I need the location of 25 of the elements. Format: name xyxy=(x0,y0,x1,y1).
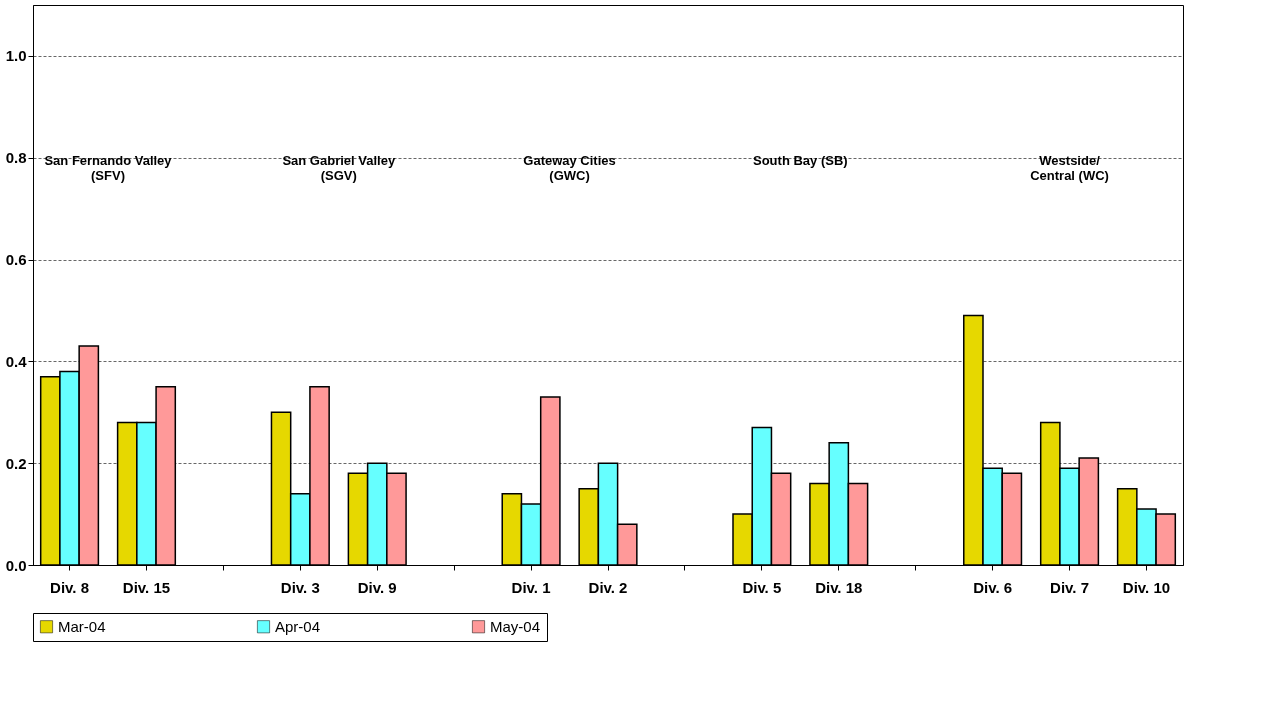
legend-label: Apr-04 xyxy=(275,617,321,635)
y-tick-label: 0.0 xyxy=(5,556,27,574)
y-tick-label: 0.6 xyxy=(5,251,27,269)
x-tick-label: Div. 1 xyxy=(511,578,551,596)
x-tick-label: Div. 18 xyxy=(815,578,863,596)
annotation: San Fernando Valley (SFV) xyxy=(44,153,173,183)
x-tick-label: Div. 5 xyxy=(742,578,782,596)
x-tick-label: Div. 10 xyxy=(1122,578,1171,596)
x-tick-label: Div. 6 xyxy=(973,578,1013,596)
x-tick-label: Div. 9 xyxy=(357,578,397,596)
legend-label: May-04 xyxy=(490,617,541,635)
x-tick-label: Div. 8 xyxy=(50,578,89,596)
y-tick-label: 0.2 xyxy=(5,454,27,472)
x-tick-label: Div. 3 xyxy=(280,578,320,596)
annotation: South Bay (SB) xyxy=(753,153,848,168)
y-tick-label: 1.0 xyxy=(5,47,27,65)
legend-label: Mar-04 xyxy=(58,617,106,635)
annotation: Westside/ Central (WC) xyxy=(1030,153,1109,183)
x-tick-label: Div. 15 xyxy=(122,578,171,596)
y-tick-label: 0.8 xyxy=(5,149,27,167)
x-tick-label: Div. 2 xyxy=(588,578,628,596)
x-tick-label: Div. 7 xyxy=(1050,578,1089,596)
annotation: San Gabriel Valley (SGV) xyxy=(282,153,396,183)
annotation: Gateway Cities (GWC) xyxy=(523,153,616,183)
y-tick-label: 0.4 xyxy=(5,352,28,370)
